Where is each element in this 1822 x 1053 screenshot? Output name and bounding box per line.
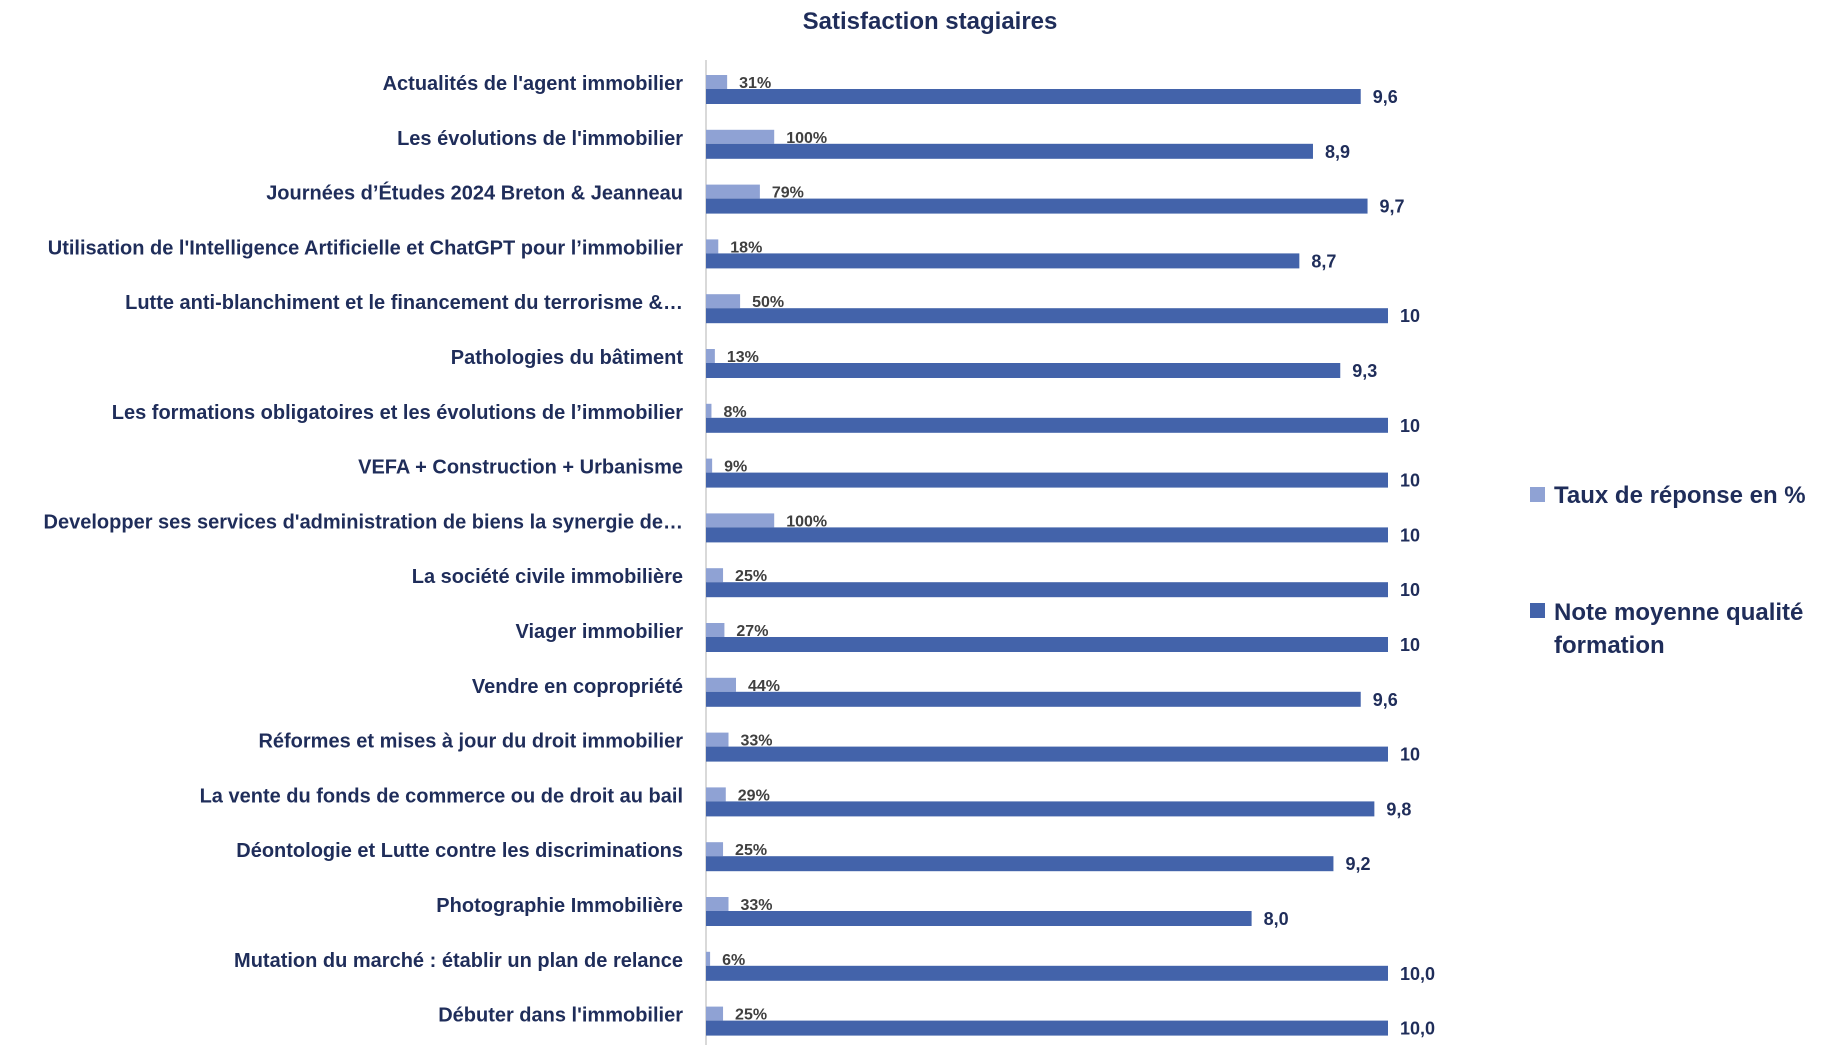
bar-average-score	[706, 143, 1313, 159]
data-label-response-rate: 44%	[748, 678, 780, 695]
bar-response-rate	[706, 184, 760, 199]
bar-response-rate	[706, 458, 713, 473]
data-label-response-rate: 25%	[735, 1007, 767, 1024]
category-label: Photographie Immobilière	[436, 895, 683, 917]
data-label-average-score: 9,2	[1345, 854, 1370, 874]
legend-label-average-score-line1: Note moyenne qualité	[1554, 599, 1803, 626]
bar-average-score	[706, 417, 1388, 433]
category-label: Actualités de l'agent immobilier	[383, 73, 684, 95]
category-label: Débuter dans l'immobilier	[438, 1005, 683, 1027]
category-label: La société civile immobilière	[412, 566, 683, 588]
bar-average-score	[706, 965, 1388, 981]
bar-response-rate	[706, 568, 724, 583]
bar-average-score	[706, 198, 1368, 214]
data-label-response-rate: 100%	[786, 130, 827, 147]
bar-average-score	[706, 363, 1341, 378]
category-label: Déontologie et Lutte contre les discrimi…	[236, 840, 683, 862]
bar-response-rate	[706, 129, 775, 144]
data-label-response-rate: 50%	[752, 294, 784, 311]
bar-average-score	[706, 856, 1334, 872]
data-label-average-score: 10	[1400, 580, 1420, 600]
bar-response-rate	[706, 842, 724, 857]
data-label-response-rate: 9%	[724, 459, 747, 476]
data-label-average-score: 10	[1400, 416, 1420, 436]
bar-average-score	[706, 691, 1361, 707]
bar-response-rate	[706, 897, 729, 911]
category-label: Les évolutions de l'immobilier	[397, 128, 683, 150]
category-label: Utilisation de l'Intelligence Artificiel…	[48, 237, 683, 259]
category-label: VEFA + Construction + Urbanisme	[358, 457, 683, 479]
bar-response-rate	[706, 294, 741, 309]
bar-response-rate	[706, 951, 711, 966]
data-label-response-rate: 29%	[738, 787, 770, 804]
category-label: Viager immobilier	[516, 621, 684, 643]
category-label: Réformes et mises à jour du droit immobi…	[258, 731, 683, 753]
category-label: Mutation du marché : établir un plan de …	[234, 950, 683, 972]
data-label-average-score: 8,0	[1264, 909, 1289, 929]
data-label-average-score: 9,6	[1373, 690, 1398, 710]
bar-average-score	[706, 801, 1375, 817]
data-label-response-rate: 33%	[741, 733, 773, 750]
bar-response-rate	[706, 732, 729, 747]
data-label-average-score: 10,0	[1400, 964, 1435, 984]
bar-response-rate	[706, 1006, 724, 1021]
category-label: Journées d’Études 2024 Breton & Jeanneau	[266, 182, 683, 205]
bar-average-score	[706, 527, 1388, 543]
bar-response-rate	[706, 349, 715, 363]
legend-swatch-average-score	[1530, 603, 1545, 618]
data-label-average-score: 9,7	[1380, 197, 1405, 217]
legend-label-average-score: Note moyenne qualité formation	[1554, 599, 1810, 659]
bar-response-rate	[706, 513, 775, 528]
data-label-average-score: 10	[1400, 525, 1420, 545]
category-label: Developper ses services d'administration…	[44, 511, 683, 533]
bar-response-rate	[706, 677, 737, 692]
data-label-response-rate: 8%	[723, 404, 746, 421]
data-label-average-score: 9,3	[1352, 361, 1377, 381]
bar-average-score	[706, 253, 1300, 269]
data-label-response-rate: 33%	[741, 897, 773, 914]
category-label: La vente du fonds de commerce ou de droi…	[200, 785, 683, 807]
data-label-average-score: 10	[1400, 471, 1420, 491]
data-label-response-rate: 79%	[772, 185, 804, 202]
data-label-average-score: 10,0	[1400, 1019, 1435, 1039]
data-label-response-rate: 18%	[730, 239, 762, 256]
data-label-response-rate: 27%	[736, 623, 768, 640]
data-label-response-rate: 25%	[735, 568, 767, 585]
category-label: Vendre en copropriété	[472, 676, 683, 698]
data-label-response-rate: 31%	[739, 75, 771, 92]
bar-average-score	[706, 582, 1388, 598]
bar-response-rate	[706, 75, 728, 89]
data-label-response-rate: 100%	[786, 513, 827, 530]
data-label-response-rate: 13%	[727, 349, 759, 366]
bar-average-score	[706, 472, 1388, 488]
data-label-average-score: 10	[1400, 635, 1420, 655]
data-label-average-score: 10	[1400, 306, 1420, 326]
bar-average-score	[706, 1020, 1388, 1036]
bar-response-rate	[706, 239, 719, 254]
category-label: Pathologies du bâtiment	[451, 347, 684, 369]
bar-average-score	[706, 308, 1388, 324]
chart-title: Satisfaction stagiaires	[803, 8, 1058, 35]
data-label-average-score: 8,9	[1325, 142, 1350, 162]
data-label-response-rate: 25%	[735, 842, 767, 859]
data-label-average-score: 10	[1400, 745, 1420, 765]
legend: Taux de réponse en % Note moyenne qualit…	[1530, 482, 1810, 659]
bar-response-rate	[706, 623, 725, 637]
data-label-response-rate: 6%	[722, 952, 745, 969]
legend-swatch-response-rate	[1530, 487, 1545, 502]
bar-average-score	[706, 911, 1252, 926]
bar-average-score	[706, 746, 1388, 762]
bar-response-rate	[706, 787, 726, 802]
category-label: Les formations obligatoires et les évolu…	[112, 402, 683, 424]
data-label-average-score: 8,7	[1311, 251, 1336, 271]
data-label-average-score: 9,6	[1373, 87, 1398, 107]
bar-average-score	[706, 637, 1388, 652]
bar-response-rate	[706, 403, 712, 418]
data-label-average-score: 9,8	[1386, 799, 1411, 819]
legend-label-average-score-line2: formation	[1554, 632, 1665, 659]
bar-average-score	[706, 89, 1361, 104]
category-label: Lutte anti-blanchiment et le financement…	[125, 292, 683, 314]
legend-label-response-rate: Taux de réponse en %	[1554, 482, 1806, 509]
